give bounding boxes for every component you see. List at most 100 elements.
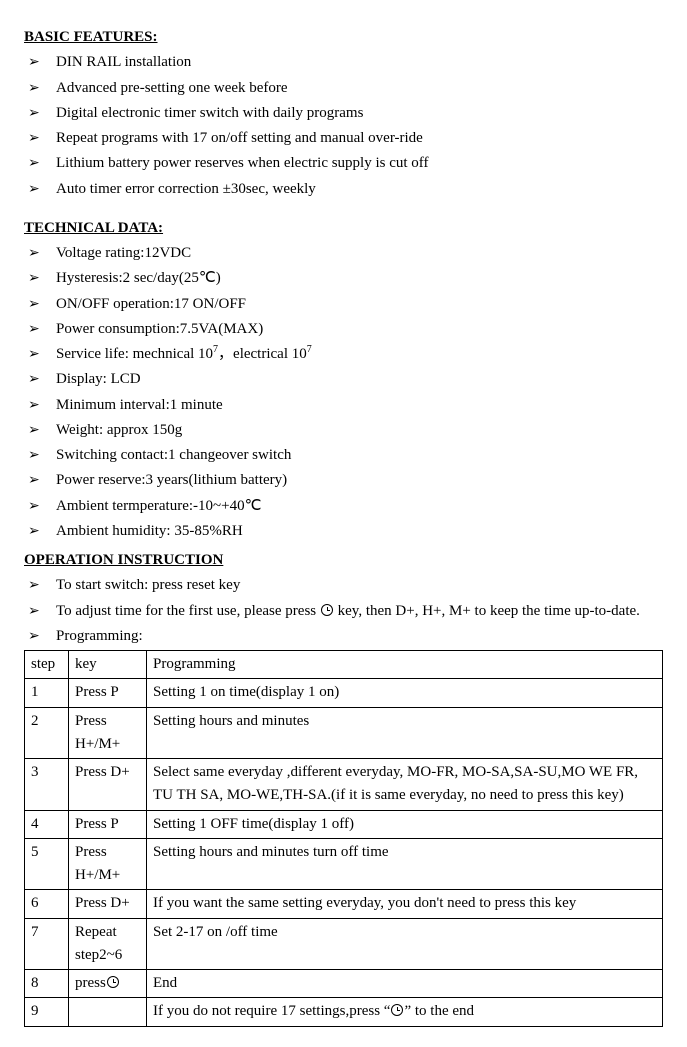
cell-key	[69, 998, 147, 1026]
cell-step: 1	[25, 679, 69, 707]
basic-features-list: ➢DIN RAIL installation➢Advanced pre-sett…	[24, 51, 663, 201]
bullet-arrow-icon: ➢	[24, 52, 56, 74]
list-item-text: Power reserve:3 years(lithium battery)	[56, 469, 663, 492]
list-item-text: Power consumption:7.5VA(MAX)	[56, 318, 663, 341]
bullet-arrow-icon: ➢	[24, 521, 56, 543]
list-item-text: Weight: approx 150g	[56, 419, 663, 442]
operation-instruction-heading: OPERATION INSTRUCTION	[24, 549, 663, 572]
list-item: ➢Digital electronic timer switch with da…	[24, 102, 663, 125]
cell-programming: End	[147, 970, 663, 998]
list-item-text: Minimum interval:1 minute	[56, 394, 663, 417]
list-item: ➢Minimum interval:1 minute	[24, 394, 663, 417]
table-header-row: step key Programming	[25, 651, 663, 679]
cell-programming: Setting hours and minutes	[147, 707, 663, 759]
bullet-arrow-icon: ➢	[24, 344, 56, 366]
bullet-arrow-icon: ➢	[24, 243, 56, 265]
table-row: 1Press PSetting 1 on time(display 1 on)	[25, 679, 663, 707]
cell-key: Press P	[69, 810, 147, 838]
cell-step: 9	[25, 998, 69, 1026]
list-item: ➢Voltage rating:12VDC	[24, 242, 663, 265]
bullet-arrow-icon: ➢	[24, 78, 56, 100]
list-item-text: To adjust time for the first use, please…	[56, 600, 663, 623]
list-item-text: Service life: mechnical 107，electrical 1…	[56, 343, 663, 366]
cell-programming: Setting 1 OFF time(display 1 off)	[147, 810, 663, 838]
bullet-arrow-icon: ➢	[24, 395, 56, 417]
cell-programming: Setting 1 on time(display 1 on)	[147, 679, 663, 707]
list-item-text: DIN RAIL installation	[56, 51, 663, 74]
list-item: ➢Service life: mechnical 107，electrical …	[24, 343, 663, 366]
list-item: ➢Power reserve:3 years(lithium battery)	[24, 469, 663, 492]
col-key: key	[69, 651, 147, 679]
cell-step: 7	[25, 918, 69, 970]
list-item: ➢Programming:	[24, 625, 663, 648]
list-item-text: Ambient humidity: 35-85%RH	[56, 520, 663, 543]
list-item-text: Display: LCD	[56, 368, 663, 391]
bullet-arrow-icon: ➢	[24, 575, 56, 597]
bullet-arrow-icon: ➢	[24, 268, 56, 290]
list-item-text: Repeat programs with 17 on/off setting a…	[56, 127, 663, 150]
cell-key: Press D+	[69, 759, 147, 811]
bullet-arrow-icon: ➢	[24, 470, 56, 492]
list-item-text: Hysteresis:2 sec/day(25℃)	[56, 267, 663, 290]
technical-data-heading: TECHNICAL DATA:	[24, 217, 663, 240]
cell-key: press	[69, 970, 147, 998]
list-item-text: Lithium battery power reserves when elec…	[56, 152, 663, 175]
list-item: ➢Hysteresis:2 sec/day(25℃)	[24, 267, 663, 290]
list-item-text: Ambient termperature:-10~+40℃	[56, 495, 663, 518]
basic-features-heading: BASIC FEATURES:	[24, 26, 663, 49]
cell-programming: Select same everyday ,different everyday…	[147, 759, 663, 811]
list-item: ➢Switching contact:1 changeover switch	[24, 444, 663, 467]
table-row: 7Repeat step2~6Set 2-17 on /off time	[25, 918, 663, 970]
bullet-arrow-icon: ➢	[24, 128, 56, 150]
list-item: ➢Display: LCD	[24, 368, 663, 391]
cell-step: 6	[25, 890, 69, 918]
clock-icon	[107, 976, 119, 988]
list-item-text: ON/OFF operation:17 ON/OFF	[56, 293, 663, 316]
table-row: 2Press H+/M+Setting hours and minutes	[25, 707, 663, 759]
bullet-arrow-icon: ➢	[24, 103, 56, 125]
bullet-arrow-icon: ➢	[24, 294, 56, 316]
list-item: ➢Power consumption:7.5VA(MAX)	[24, 318, 663, 341]
cell-step: 4	[25, 810, 69, 838]
list-item: ➢To adjust time for the first use, pleas…	[24, 600, 663, 623]
bullet-arrow-icon: ➢	[24, 626, 56, 648]
cell-programming: If you do not require 17 settings,press …	[147, 998, 663, 1026]
bullet-arrow-icon: ➢	[24, 369, 56, 391]
bullet-arrow-icon: ➢	[24, 601, 56, 623]
bullet-arrow-icon: ➢	[24, 445, 56, 467]
bullet-arrow-icon: ➢	[24, 179, 56, 201]
list-item: ➢Advanced pre-setting one week before	[24, 77, 663, 100]
cell-key: Press H+/M+	[69, 838, 147, 890]
list-item-text: To start switch: press reset key	[56, 574, 663, 597]
cell-key: Press D+	[69, 890, 147, 918]
clock-icon	[391, 1004, 403, 1016]
table-row: 5Press H+/M+Setting hours and minutes tu…	[25, 838, 663, 890]
list-item-text: Advanced pre-setting one week before	[56, 77, 663, 100]
technical-data-list: ➢Voltage rating:12VDC➢Hysteresis:2 sec/d…	[24, 242, 663, 543]
col-step: step	[25, 651, 69, 679]
list-item: ➢DIN RAIL installation	[24, 51, 663, 74]
table-row: 9 If you do not require 17 settings,press…	[25, 998, 663, 1026]
bullet-arrow-icon: ➢	[24, 319, 56, 341]
list-item: ➢To start switch: press reset key	[24, 574, 663, 597]
list-item: ➢Ambient humidity: 35-85%RH	[24, 520, 663, 543]
list-item: ➢Auto timer error correction ±30sec, wee…	[24, 178, 663, 201]
operation-instruction-list: ➢To start switch: press reset key➢To adj…	[24, 574, 663, 648]
list-item-text: Digital electronic timer switch with dai…	[56, 102, 663, 125]
list-item: ➢Ambient termperature:-10~+40℃	[24, 495, 663, 518]
cell-key: Repeat step2~6	[69, 918, 147, 970]
cell-key: Press H+/M+	[69, 707, 147, 759]
cell-step: 5	[25, 838, 69, 890]
table-row: 3Press D+Select same everyday ,different…	[25, 759, 663, 811]
cell-programming: Setting hours and minutes turn off time	[147, 838, 663, 890]
list-item: ➢ON/OFF operation:17 ON/OFF	[24, 293, 663, 316]
table-row: 4Press PSetting 1 OFF time(display 1 off…	[25, 810, 663, 838]
list-item-text: Switching contact:1 changeover switch	[56, 444, 663, 467]
bullet-arrow-icon: ➢	[24, 496, 56, 518]
list-item-text: Programming:	[56, 625, 663, 648]
cell-key: Press P	[69, 679, 147, 707]
table-row: 6Press D+If you want the same setting ev…	[25, 890, 663, 918]
cell-step: 2	[25, 707, 69, 759]
table-row: 8pressEnd	[25, 970, 663, 998]
cell-programming: If you want the same setting everyday, y…	[147, 890, 663, 918]
